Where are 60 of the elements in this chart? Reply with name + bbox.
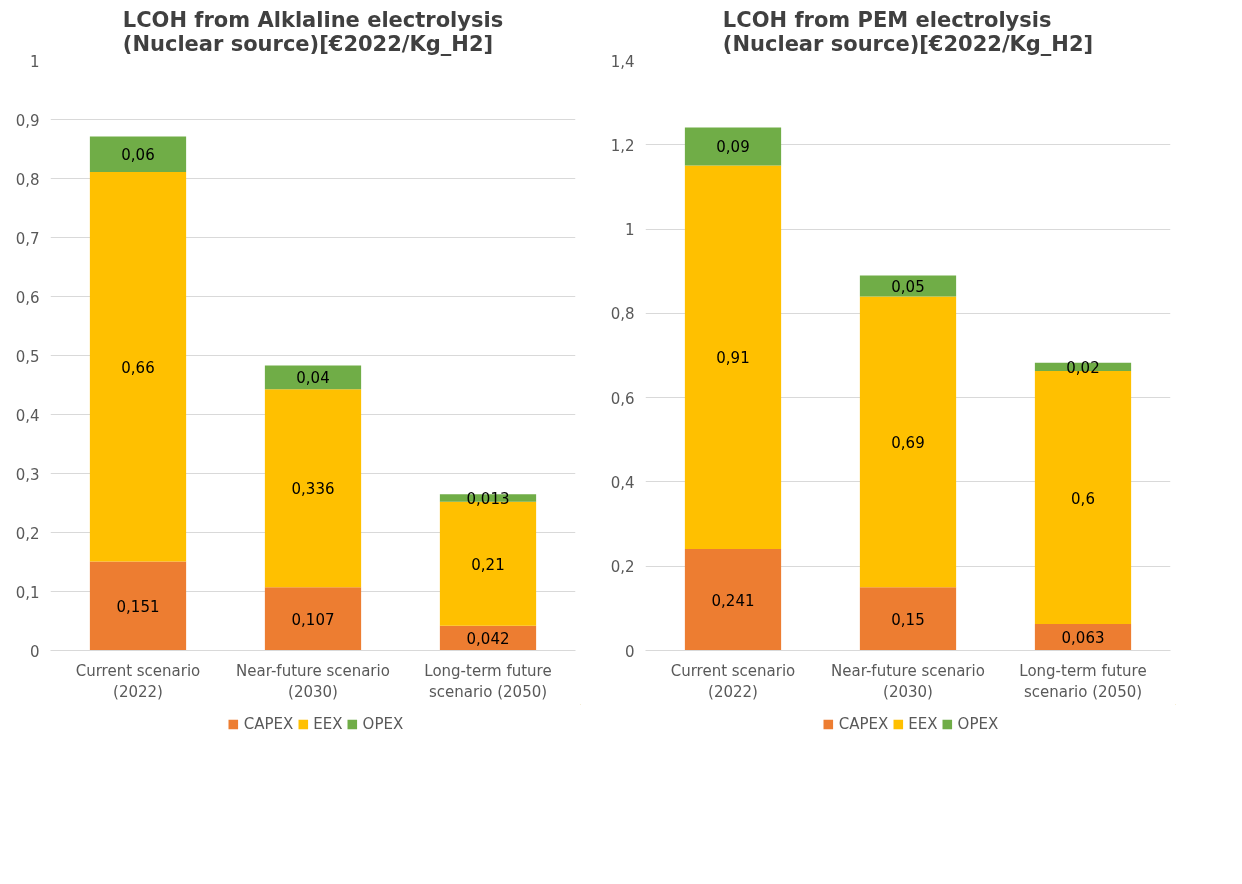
y-tick-label: 0,4: [610, 473, 635, 492]
data-label: 0,15: [891, 610, 925, 629]
y-tick-label: 0: [29, 642, 40, 661]
chart-title: LCOH from Alklaline electrolysis (Nuclear source)[€2022/Kg_H2]: [122, 7, 504, 56]
bar: [89, 561, 187, 651]
legend-label: OPEX: [362, 715, 404, 733]
y-tick-label: 1: [624, 221, 635, 240]
bar: [684, 165, 782, 549]
data-label: 0,107: [291, 610, 335, 629]
data-label: 0,6: [1071, 489, 1095, 508]
y-tick-label: 0,9: [15, 111, 40, 130]
data-label: 0,91: [716, 349, 750, 368]
y-tick-label: 0,2: [610, 558, 635, 577]
y-tick-label: 1,2: [610, 136, 635, 155]
bar: [684, 127, 782, 166]
y-tick-label: 1: [29, 52, 40, 71]
bar: [859, 296, 957, 588]
y-tick-label: 0,6: [610, 389, 635, 408]
legend-label: CAPEX: [243, 715, 294, 733]
y-tick-label: 0,3: [15, 465, 40, 484]
data-label: 0,09: [716, 138, 750, 157]
y-tick-label: 0: [624, 642, 635, 661]
bar: [89, 136, 187, 173]
x-tick-label: Long-term future scenario (2050): [424, 661, 552, 702]
y-tick-label: 0,2: [15, 524, 40, 543]
bar: [264, 587, 362, 651]
data-label: 0,241: [711, 591, 755, 610]
data-label: 0,05: [891, 277, 925, 296]
y-tick-label: 0,8: [610, 305, 635, 324]
x-tick-label: Near-future scenario (2030): [236, 661, 390, 702]
data-label: 0,336: [291, 480, 335, 499]
data-label: 0,151: [116, 597, 160, 616]
legend-label: OPEX: [957, 715, 999, 733]
y-tick-label: 0,5: [15, 347, 40, 366]
x-tick-label: Long-term future scenario (2050): [1019, 661, 1147, 702]
legend-label: EEX: [908, 715, 938, 733]
legend-label: CAPEX: [838, 715, 889, 733]
data-label: 0,21: [471, 555, 505, 574]
data-label: 0,042: [466, 630, 510, 649]
y-tick-label: 0,6: [15, 288, 40, 307]
y-tick-label: 0,1: [15, 583, 40, 602]
bar: [859, 587, 957, 651]
x-tick-label: Current scenario (2022): [75, 661, 201, 702]
y-tick-label: 1,4: [610, 52, 635, 71]
x-tick-label: Current scenario (2022): [670, 661, 796, 702]
bar: [264, 389, 362, 588]
data-label: 0,04: [296, 369, 330, 388]
y-tick-label: 0,4: [15, 406, 40, 425]
bar: [859, 275, 957, 297]
data-label: 0,66: [121, 358, 155, 377]
x-tick-label: Near-future scenario (2030): [831, 661, 985, 702]
y-tick-label: 0,8: [15, 170, 40, 189]
chart-title: LCOH from PEM electrolysis (Nuclear source)[€2022/Kg_H2]: [722, 7, 1094, 56]
bar: [89, 172, 187, 562]
data-label: 0,06: [121, 146, 155, 165]
legend-label: EEX: [313, 715, 343, 733]
data-label: 0,69: [891, 433, 925, 452]
data-label: 0,063: [1061, 629, 1105, 648]
bar: [684, 548, 782, 651]
y-tick-label: 0,7: [15, 229, 40, 248]
